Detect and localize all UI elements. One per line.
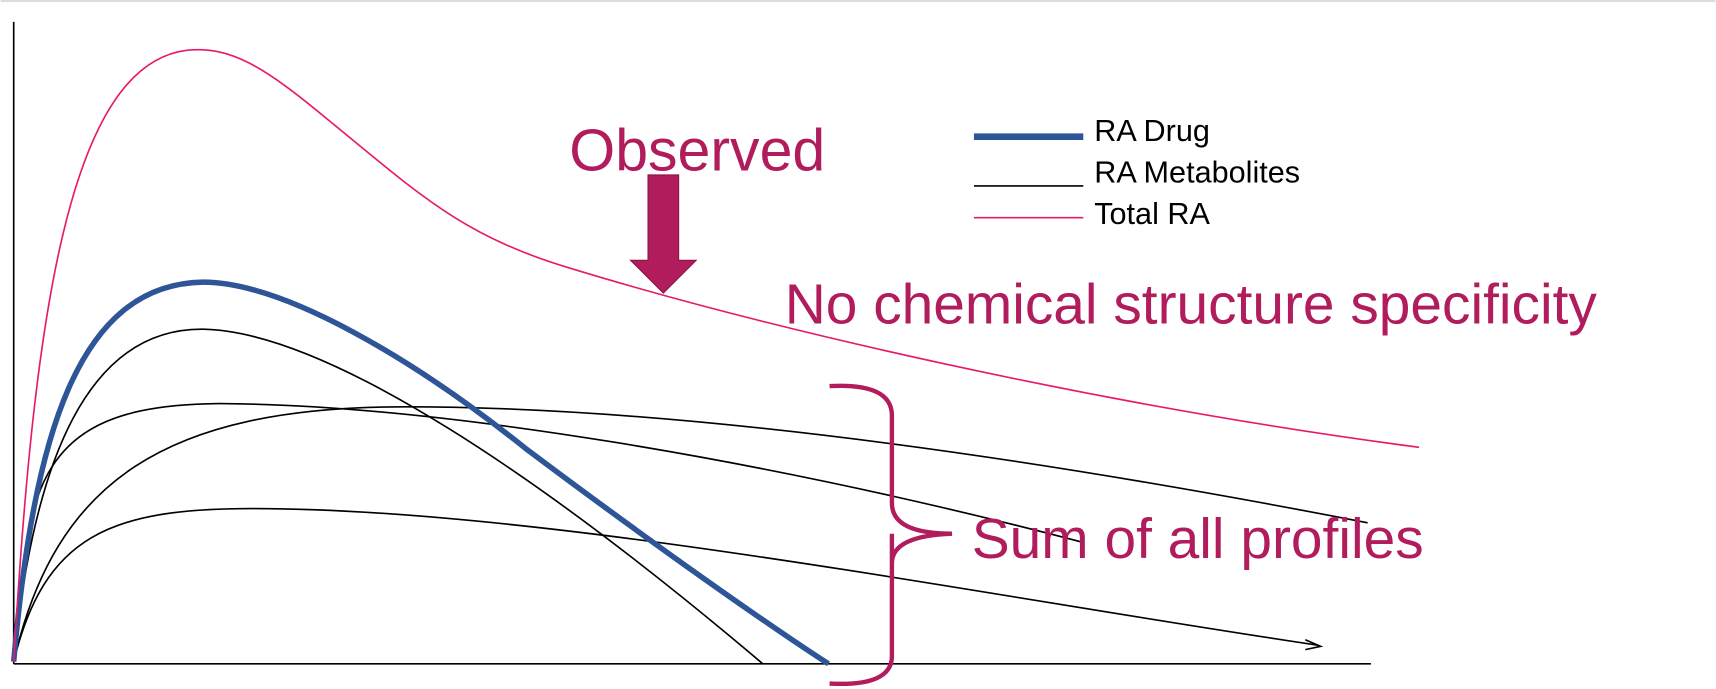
metabolite-curves <box>12 328 1368 665</box>
legend-label: RA Metabolites <box>1094 156 1300 190</box>
metabolite-curve <box>12 406 1368 662</box>
metabolite-curve <box>12 507 1319 662</box>
sum-label: Sum of all profiles <box>972 508 1424 571</box>
drug-curve <box>10 279 830 667</box>
observed-arrow <box>629 174 698 294</box>
specificity-label: No chemical structure specificity <box>785 274 1598 337</box>
metabolite-curve <box>27 402 1084 544</box>
curve-arrowhead <box>1304 639 1324 651</box>
legend-label: Total RA <box>1094 197 1210 231</box>
observed-label: Observed <box>569 118 825 184</box>
brace <box>829 383 953 687</box>
metabolite-curve <box>12 328 764 665</box>
total-curve <box>12 48 1420 662</box>
legend-label: RA Drug <box>1094 114 1210 148</box>
